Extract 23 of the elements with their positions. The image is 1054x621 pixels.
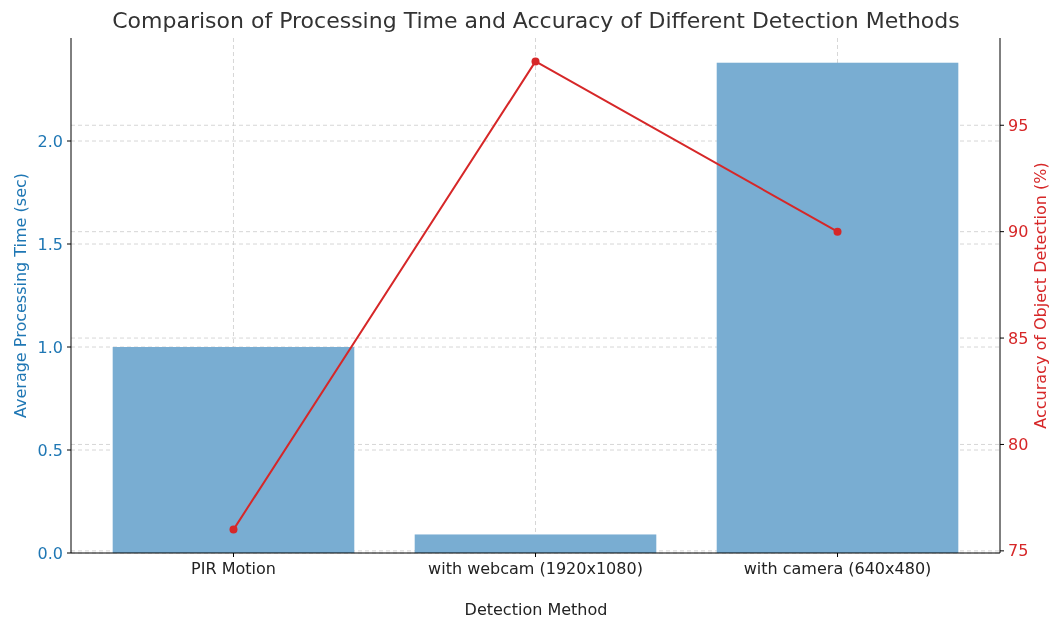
x-tick-label: with camera (640x480) [743,559,932,578]
y2-tick-label: 95 [1008,115,1029,135]
y2-tick-label: 80 [1008,435,1029,455]
x-tick-label: with webcam (1920x1080) [428,559,643,578]
y2-tick-label: 75 [1008,541,1029,561]
bar [414,534,657,553]
point [229,525,238,534]
x-tick-label: PIR Motion [191,559,276,578]
point [833,227,842,236]
x-axis-title: Detection Method [464,600,608,619]
y-tick-label: 1.5 [37,234,63,254]
y-tick-label: 0.0 [37,543,63,563]
chart-title: Comparison of Processing Time and Accuracy of Different Detection Methods [112,8,960,33]
y-tick-label: 2.0 [37,131,63,151]
y2-tick-label: 85 [1008,328,1029,348]
y-axis-title: Average Processing Time (sec) [11,172,30,419]
y-tick-label: 1.0 [37,337,63,357]
bar [716,62,959,553]
point [531,57,540,66]
y2-axis-title: Accuracy of Object Detection (%) [1031,162,1050,429]
bar [112,347,355,553]
y-tick-label: 0.5 [37,440,63,460]
y2-tick-label: 90 [1008,222,1029,242]
